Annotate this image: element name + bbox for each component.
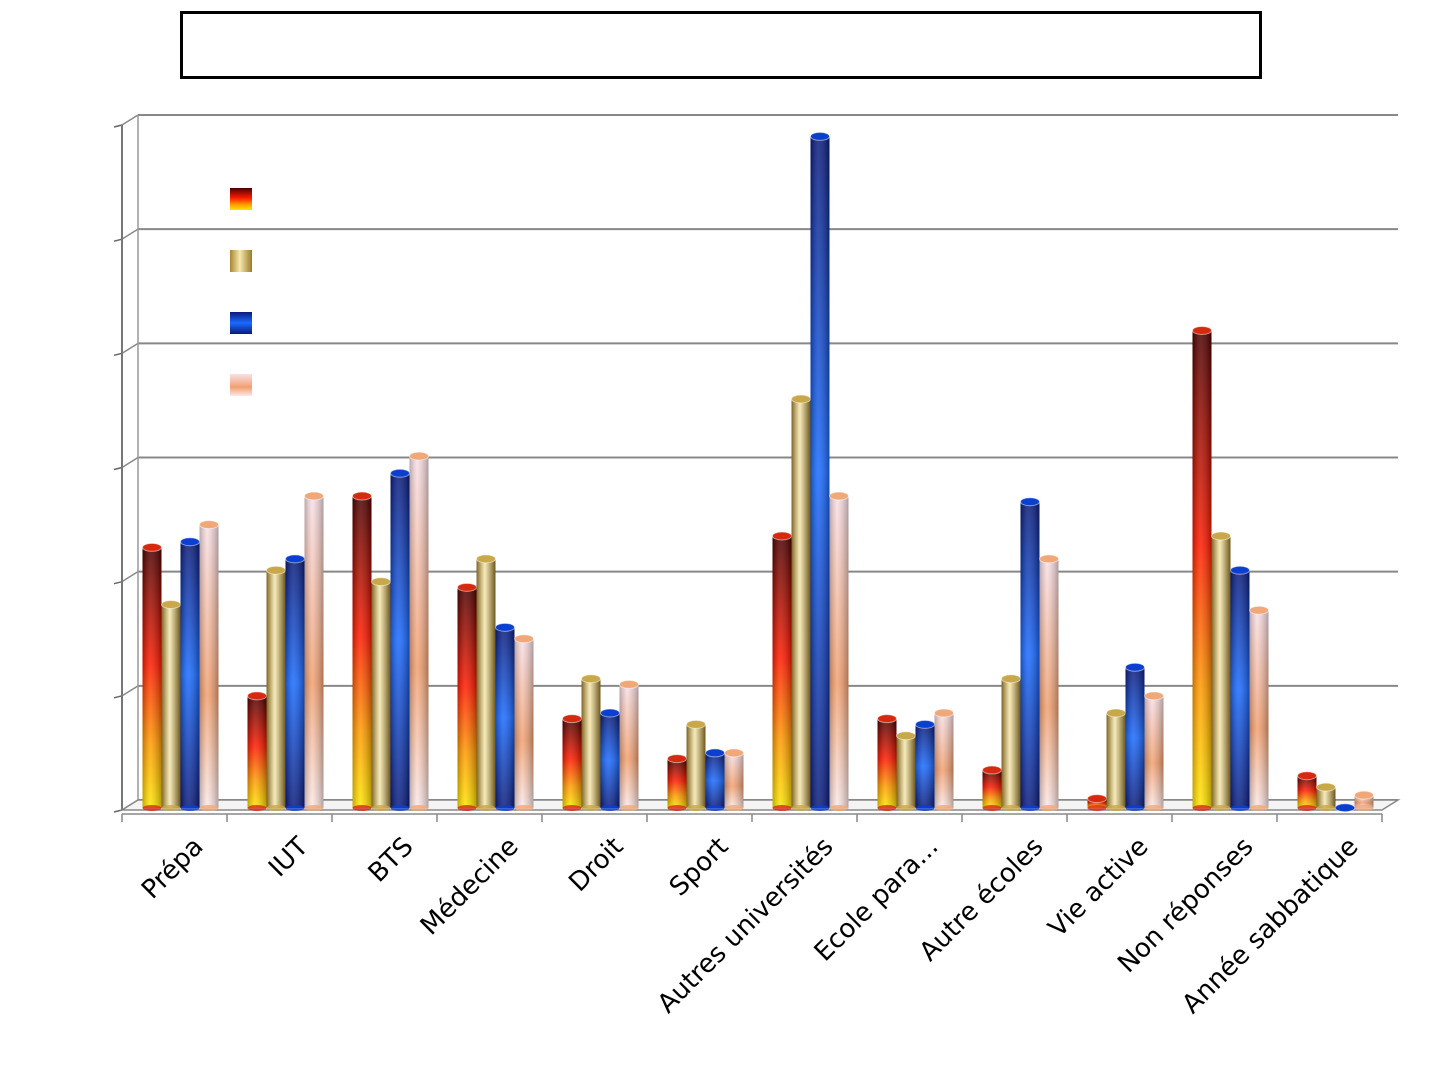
- bar: [180, 537, 200, 811]
- gridline-depth: [121, 571, 139, 583]
- bar: [161, 600, 181, 811]
- bar: [1020, 497, 1040, 811]
- bar: [1230, 565, 1250, 811]
- legend-swatch: [230, 250, 252, 272]
- floor: [119, 799, 1401, 811]
- bar: [1125, 662, 1145, 811]
- y-tick: [113, 352, 123, 357]
- bar: [1106, 708, 1126, 811]
- bar: [514, 634, 534, 811]
- bar: [1192, 326, 1212, 811]
- legend: [230, 188, 252, 396]
- bar: [619, 679, 639, 811]
- bar: [829, 491, 849, 811]
- bar: [409, 451, 429, 811]
- bar: [390, 468, 410, 811]
- legend-item: [230, 312, 252, 334]
- axes: [113, 115, 1401, 822]
- gridline-depth: [121, 228, 139, 240]
- bar: [1354, 790, 1374, 811]
- bar: [877, 714, 897, 811]
- bar: [982, 765, 1002, 811]
- bar: [1211, 531, 1231, 811]
- bar: [772, 531, 792, 811]
- legend-item: [230, 250, 252, 272]
- category-label: Autres universités: [652, 832, 839, 1019]
- bar: [896, 731, 916, 811]
- bar: [1087, 794, 1107, 811]
- category-label: Sport: [664, 832, 735, 903]
- bar: [266, 565, 286, 811]
- y-tick: [113, 238, 123, 242]
- bar: [724, 748, 744, 811]
- bar: [1316, 782, 1336, 811]
- bar: [1144, 691, 1164, 811]
- legend-swatch: [230, 312, 252, 334]
- category-label: Année sabbatique: [1176, 832, 1364, 1020]
- y-tick: [113, 124, 123, 128]
- bar: [600, 708, 620, 811]
- category-label: Médecine: [415, 832, 525, 942]
- bar: [476, 554, 496, 811]
- bar: [247, 691, 267, 811]
- category-label: BTS: [363, 832, 420, 889]
- bar: [1249, 605, 1269, 811]
- bar: [686, 719, 706, 811]
- bar: [1335, 803, 1355, 813]
- gridline-depth: [121, 456, 139, 469]
- bar: [934, 708, 954, 811]
- bar: [1001, 674, 1021, 811]
- bar: [1039, 554, 1059, 811]
- bar: [810, 131, 830, 811]
- bar: [304, 491, 324, 811]
- chart-title-box: [180, 11, 1262, 79]
- category-label: Droit: [563, 832, 629, 898]
- bar: [285, 554, 305, 811]
- gridline-depth: [121, 342, 139, 354]
- bar: [199, 520, 219, 811]
- bar: [791, 394, 811, 811]
- bar: [581, 674, 601, 811]
- legend-item: [230, 188, 252, 210]
- bar: [495, 622, 515, 811]
- y-tick: [113, 580, 123, 585]
- bar: [457, 582, 477, 811]
- y-tick: [113, 466, 123, 471]
- bars: [142, 131, 1374, 813]
- bar: [1297, 771, 1317, 811]
- legend-swatch: [230, 188, 252, 210]
- category-label: Prépa: [136, 832, 209, 905]
- bar: [705, 748, 725, 811]
- bar: [371, 577, 391, 811]
- category-label: Vie active: [1043, 832, 1155, 944]
- bar: [352, 491, 372, 811]
- bar: [142, 542, 162, 811]
- bar: [915, 719, 935, 811]
- bar: [562, 714, 582, 811]
- gridline-depth: [121, 685, 139, 697]
- legend-swatch: [230, 374, 252, 396]
- legend-item: [230, 374, 252, 396]
- bar: [667, 754, 687, 811]
- y-tick: [113, 695, 123, 699]
- category-label: IUT: [263, 832, 314, 883]
- gridline-depth: [121, 114, 139, 126]
